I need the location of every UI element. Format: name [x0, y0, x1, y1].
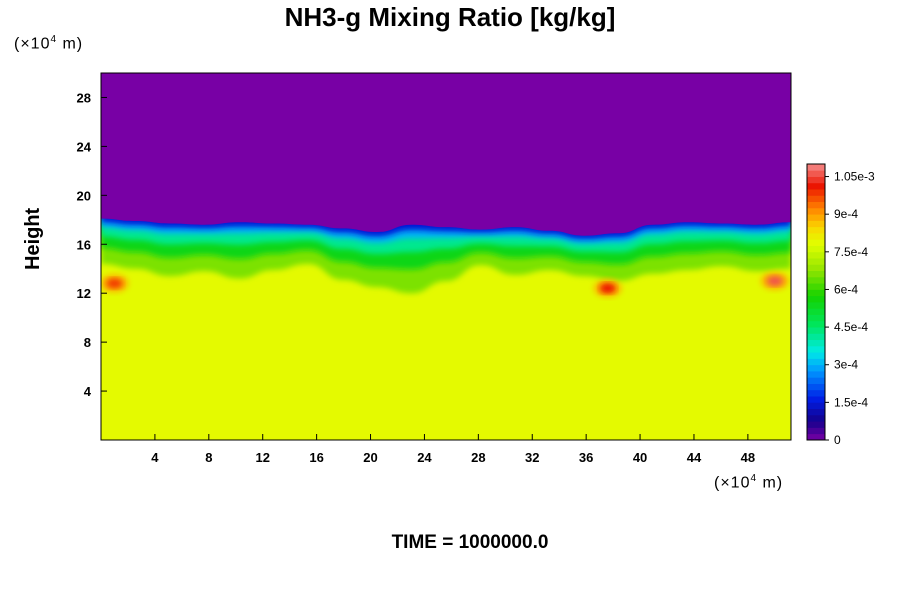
colorbar-tick-label-5: 7.5e-4 — [834, 245, 868, 259]
colorbar-swatch-24 — [807, 283, 825, 290]
colorbar-swatch-0 — [807, 433, 825, 441]
colorbar-tick-label-1: 1.5e-4 — [834, 395, 868, 409]
y-tick-label-2: 12 — [77, 286, 91, 301]
high-spot-2 — [766, 275, 783, 286]
x-tick-label-4: 20 — [363, 450, 377, 465]
x-tick-label-2: 12 — [255, 450, 269, 465]
colorbar-swatch-16 — [807, 333, 825, 341]
colorbar-swatch-26 — [807, 270, 825, 278]
y-axis: 4 8 12 16 20 24 28 — [77, 90, 107, 399]
chart-title: NH3-g Mixing Ratio [kg/kg] — [284, 2, 616, 32]
y-tick-label-5: 24 — [77, 139, 92, 154]
colorbar-swatch-28 — [807, 258, 825, 265]
colorbar-swatch-35 — [807, 214, 825, 221]
colorbar-swatch-39 — [807, 189, 825, 196]
x-tick-label-7: 32 — [525, 450, 539, 465]
y-tick-label-6: 28 — [77, 90, 91, 105]
colorbar-swatch-8 — [807, 383, 825, 391]
colorbar-tick-label-3: 4.5e-4 — [834, 320, 868, 334]
colorbar-swatch-18 — [807, 320, 825, 328]
x-tick-label-3: 16 — [309, 450, 323, 465]
y-tick-label-1: 8 — [84, 335, 91, 350]
colorbar-frame — [806, 163, 826, 441]
colorbar-swatch-19 — [807, 314, 825, 322]
colorbar-swatch-10 — [807, 371, 825, 378]
colorbar-swatch-15 — [807, 339, 825, 347]
colorbar-swatch-22 — [807, 295, 825, 303]
plot-area — [101, 73, 791, 440]
colorbar-swatch-25 — [807, 276, 825, 284]
colorbar-tick-label-4: 6e-4 — [834, 282, 858, 296]
colorbar-swatch-30 — [807, 245, 825, 253]
colorbar-swatch-31 — [807, 239, 825, 246]
colorbar-swatch-33 — [807, 226, 825, 234]
colorbar-swatch-41 — [807, 176, 825, 184]
colorbar-tick-label-6: 9e-4 — [834, 207, 858, 221]
colorbar-swatch-6 — [807, 396, 825, 403]
colorbar-swatch-17 — [807, 327, 825, 334]
y-tick-label-0: 4 — [84, 384, 92, 399]
colorbar-swatch-20 — [807, 308, 825, 315]
colorbar-swatch-34 — [807, 220, 825, 228]
colorbar-tick-label-0: 0 — [834, 433, 841, 447]
colorbar-swatch-12 — [807, 358, 825, 366]
time-label: TIME = 1000000.0 — [391, 532, 549, 553]
y-axis-unit: (×104 m) — [14, 34, 84, 53]
x-tick-label-0: 4 — [151, 450, 159, 465]
y-tick-label-4: 20 — [77, 188, 91, 203]
colorbar-swatch-3 — [807, 414, 825, 422]
upper-field — [101, 73, 791, 236]
high-spot-1 — [599, 283, 616, 294]
colorbar-swatch-21 — [807, 302, 825, 309]
x-tick-label-8: 36 — [579, 450, 593, 465]
colorbar-swatch-32 — [807, 233, 825, 240]
colorbar-swatch-40 — [807, 182, 825, 190]
x-axis: 4 8 12 16 20 24 28 32 36 40 44 48 — [151, 434, 755, 465]
colorbar-swatch-11 — [807, 364, 825, 372]
colorbar-swatch-38 — [807, 195, 825, 203]
colorbar-swatch-1 — [807, 427, 825, 435]
x-tick-label-9: 40 — [633, 450, 647, 465]
x-axis-unit: (×104 m) — [714, 473, 784, 492]
colorbar-swatch-42 — [807, 170, 825, 177]
colorbar-swatch-5 — [807, 402, 825, 410]
colorbar-swatch-27 — [807, 264, 825, 272]
colorbar-swatch-14 — [807, 345, 825, 353]
x-tick-label-1: 8 — [205, 450, 212, 465]
colorbar-swatch-37 — [807, 201, 825, 209]
x-tick-label-5: 24 — [417, 450, 432, 465]
colorbar: 0 1.5e-4 3e-4 4.5e-4 6e-4 7.5e-4 9e-4 1.05e-3 — [806, 163, 875, 447]
colorbar-swatch-13 — [807, 352, 825, 359]
colorbar-tick-label-7: 1.05e-3 — [834, 170, 875, 184]
colorbar-tick-label-2: 3e-4 — [834, 358, 858, 372]
colorbar-swatch-23 — [807, 289, 825, 297]
y-tick-label-3: 16 — [77, 237, 91, 252]
colorbar-swatch-2 — [807, 421, 825, 428]
colorbar-swatch-7 — [807, 389, 825, 397]
colorbar-swatch-29 — [807, 251, 825, 259]
colorbar-swatch-9 — [807, 377, 825, 384]
x-tick-label-6: 28 — [471, 450, 485, 465]
colorbar-swatch-4 — [807, 408, 825, 416]
plot-frame — [100, 72, 792, 441]
colorbar-swatch-43 — [807, 164, 825, 171]
x-tick-label-11: 48 — [741, 450, 755, 465]
colorbar-swatch-36 — [807, 207, 825, 215]
high-spot-0 — [106, 278, 123, 289]
x-tick-label-10: 44 — [687, 450, 702, 465]
